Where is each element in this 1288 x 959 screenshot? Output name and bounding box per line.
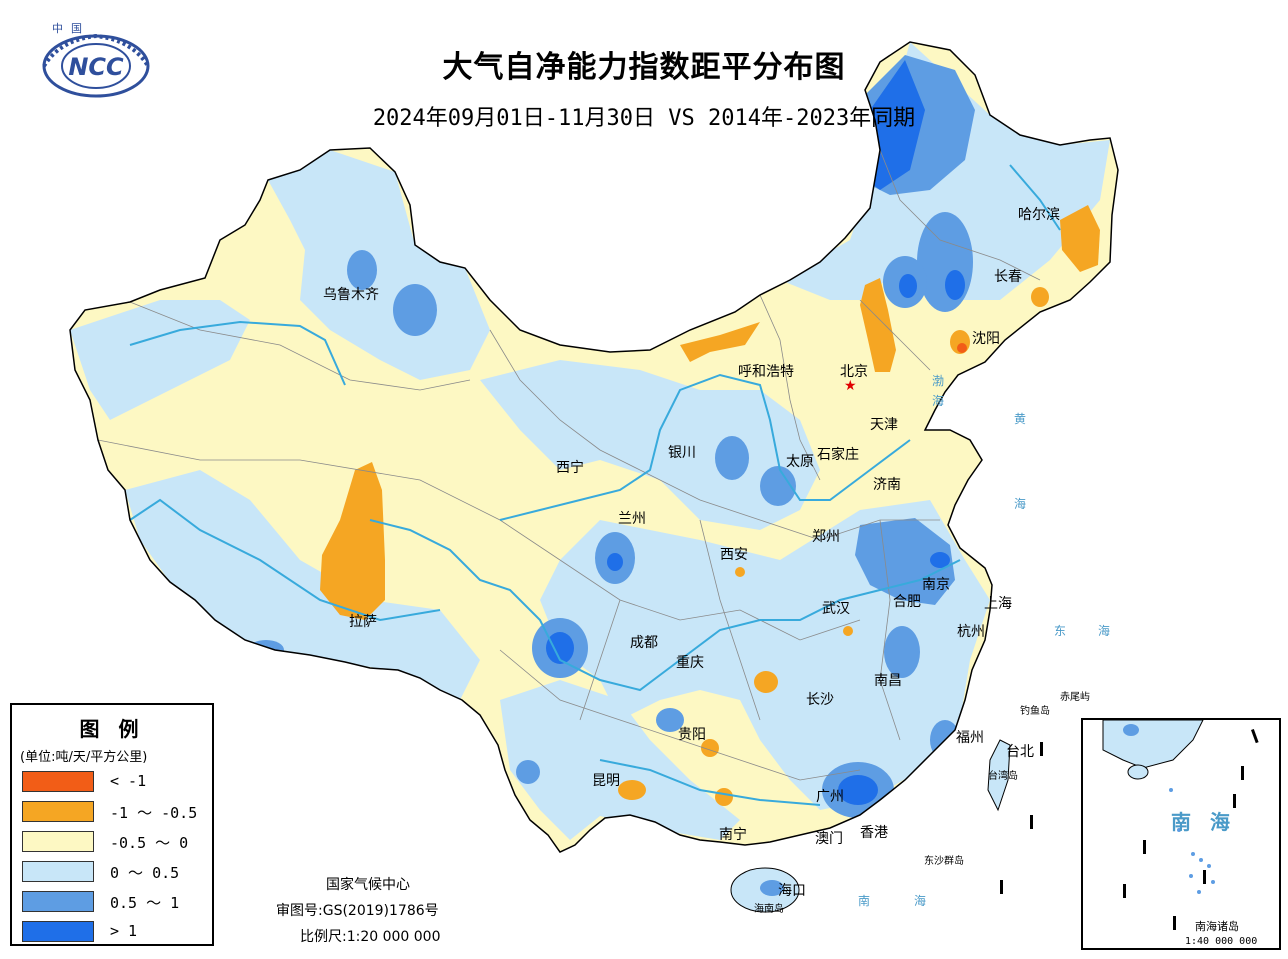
city-nanning: 南宁 [719, 827, 747, 843]
city-nanjing: 南京 [922, 577, 950, 593]
legend-label: -0.5 ～ 0 [110, 834, 189, 852]
legend-label: > 1 [110, 922, 138, 940]
city-hohhot: 呼和浩特 [738, 364, 794, 380]
city-lhasa: 拉萨 [349, 614, 377, 630]
city-shenyang: 沈阳 [972, 331, 1000, 347]
legend-swatch [22, 831, 94, 852]
legend-swatch [22, 771, 94, 792]
legend-label: 0.5 ～ 1 [110, 894, 180, 912]
sea-donghai-1: 东 [1054, 624, 1067, 638]
city-nanchang: 南昌 [874, 673, 902, 689]
city-guangzhou: 广州 [816, 789, 844, 805]
orange-zones [320, 205, 1100, 806]
label-dongsha: 东沙群岛 [924, 856, 964, 867]
label-hainan: 海南岛 [754, 904, 784, 915]
legend-item: 0 ～ 0.5 [22, 861, 212, 883]
city-xian: 西安 [720, 547, 748, 563]
sea-donghai-2: 海 [1098, 624, 1111, 638]
city-lanzhou: 兰州 [618, 511, 646, 527]
city-taiyuan: 太原 [786, 454, 814, 470]
map-title: 大气自净能力指数距平分布图 [442, 50, 846, 85]
city-guiyang: 贵阳 [678, 727, 706, 743]
city-hongkong: 香港 [860, 825, 888, 841]
city-kunming: 昆明 [592, 773, 620, 789]
legend-item: -0.5 ～ 0 [22, 831, 212, 853]
city-urumqi: 乌鲁木齐 [323, 287, 379, 303]
legend-swatch [22, 801, 94, 822]
legend-unit: (单位:吨/天/平方公里) [20, 750, 148, 765]
footer-agency: 国家气候中心 [326, 877, 410, 893]
city-fuzhou: 福州 [956, 730, 984, 746]
city-chongqing: 重庆 [676, 655, 704, 671]
city-xining: 西宁 [556, 460, 584, 476]
sea-huanghai-2: 海 [1014, 497, 1027, 511]
footer-map-number: 审图号:GS(2019)1786号 [276, 903, 439, 919]
legend-label: < -1 [110, 772, 147, 790]
logo-top-text: 中国 [52, 22, 90, 35]
sea-nanhai-2: 海 [914, 894, 927, 908]
city-tianjin: 天津 [870, 417, 898, 433]
city-shijiazhuang: 石家庄 [817, 447, 859, 463]
city-beijing: 北京 [840, 364, 868, 380]
legend-label: -1 ～ -0.5 [110, 804, 198, 822]
legend-swatch [22, 861, 94, 882]
city-harbin: 哈尔滨 [1018, 207, 1060, 223]
city-hangzhou: 杭州 [957, 624, 985, 640]
legend: 图 例 (单位:吨/天/平方公里) < -1 -1 ～ -0.5 -0.5 ～ … [10, 703, 214, 946]
inset-islands-label: 南海诸岛 [1195, 920, 1239, 933]
legend-item: > 1 [22, 921, 212, 943]
legend-label: 0 ～ 0.5 [110, 864, 180, 882]
city-wuhan: 武汉 [822, 601, 850, 617]
legend-item: 0.5 ～ 1 [22, 891, 212, 913]
sea-huanghai-1: 黄 [1014, 412, 1027, 426]
footer-scale: 比例尺:1:20 000 000 [300, 929, 441, 945]
sea-nanhai-1: 南 [858, 894, 871, 908]
city-zhengzhou: 郑州 [812, 529, 840, 545]
taiwan-island [987, 739, 1011, 812]
label-chiwei: 赤尾屿 [1060, 692, 1090, 703]
map-subtitle: 2024年09月01日-11月30日 VS 2014年-2023年同期 [372, 106, 916, 131]
city-haikou: 海口 [778, 883, 806, 899]
city-yinchuan: 银川 [668, 445, 696, 461]
city-changchun: 长春 [994, 269, 1022, 285]
red-zone [957, 343, 967, 353]
capital-star-icon: ★ [844, 378, 857, 394]
south-china-sea-inset: 南 海 南海诸岛 1:40 000 000 [1081, 718, 1281, 950]
label-taiwan: 台湾岛 [988, 771, 1018, 782]
svg-text:NCC: NCC [68, 53, 124, 81]
label-diaoyu: 钓鱼岛 [1020, 706, 1050, 717]
legend-item: < -1 [22, 771, 212, 793]
city-jinan: 济南 [873, 477, 901, 493]
legend-swatch [22, 921, 94, 942]
sea-bohai-1: 渤 [932, 374, 945, 388]
province-borders [97, 149, 1041, 781]
ncc-logo: NCC [30, 20, 162, 104]
inset-scale: 1:40 000 000 [1185, 936, 1258, 947]
city-chengdu: 成都 [630, 635, 658, 651]
city-hefei: 合肥 [893, 594, 921, 610]
city-shanghai: 上海 [984, 596, 1012, 612]
city-macau: 澳门 [815, 831, 843, 847]
legend-title: 图 例 [79, 717, 145, 741]
hainan-patch [760, 880, 784, 896]
city-changsha: 长沙 [806, 692, 834, 708]
rivers [129, 143, 1061, 806]
inset-sea-label: 南 海 [1171, 810, 1236, 834]
city-taipei: 台北 [1006, 744, 1034, 760]
legend-swatch [22, 891, 94, 912]
legend-item: -1 ～ -0.5 [22, 801, 212, 823]
sea-bohai-2: 海 [932, 394, 945, 408]
